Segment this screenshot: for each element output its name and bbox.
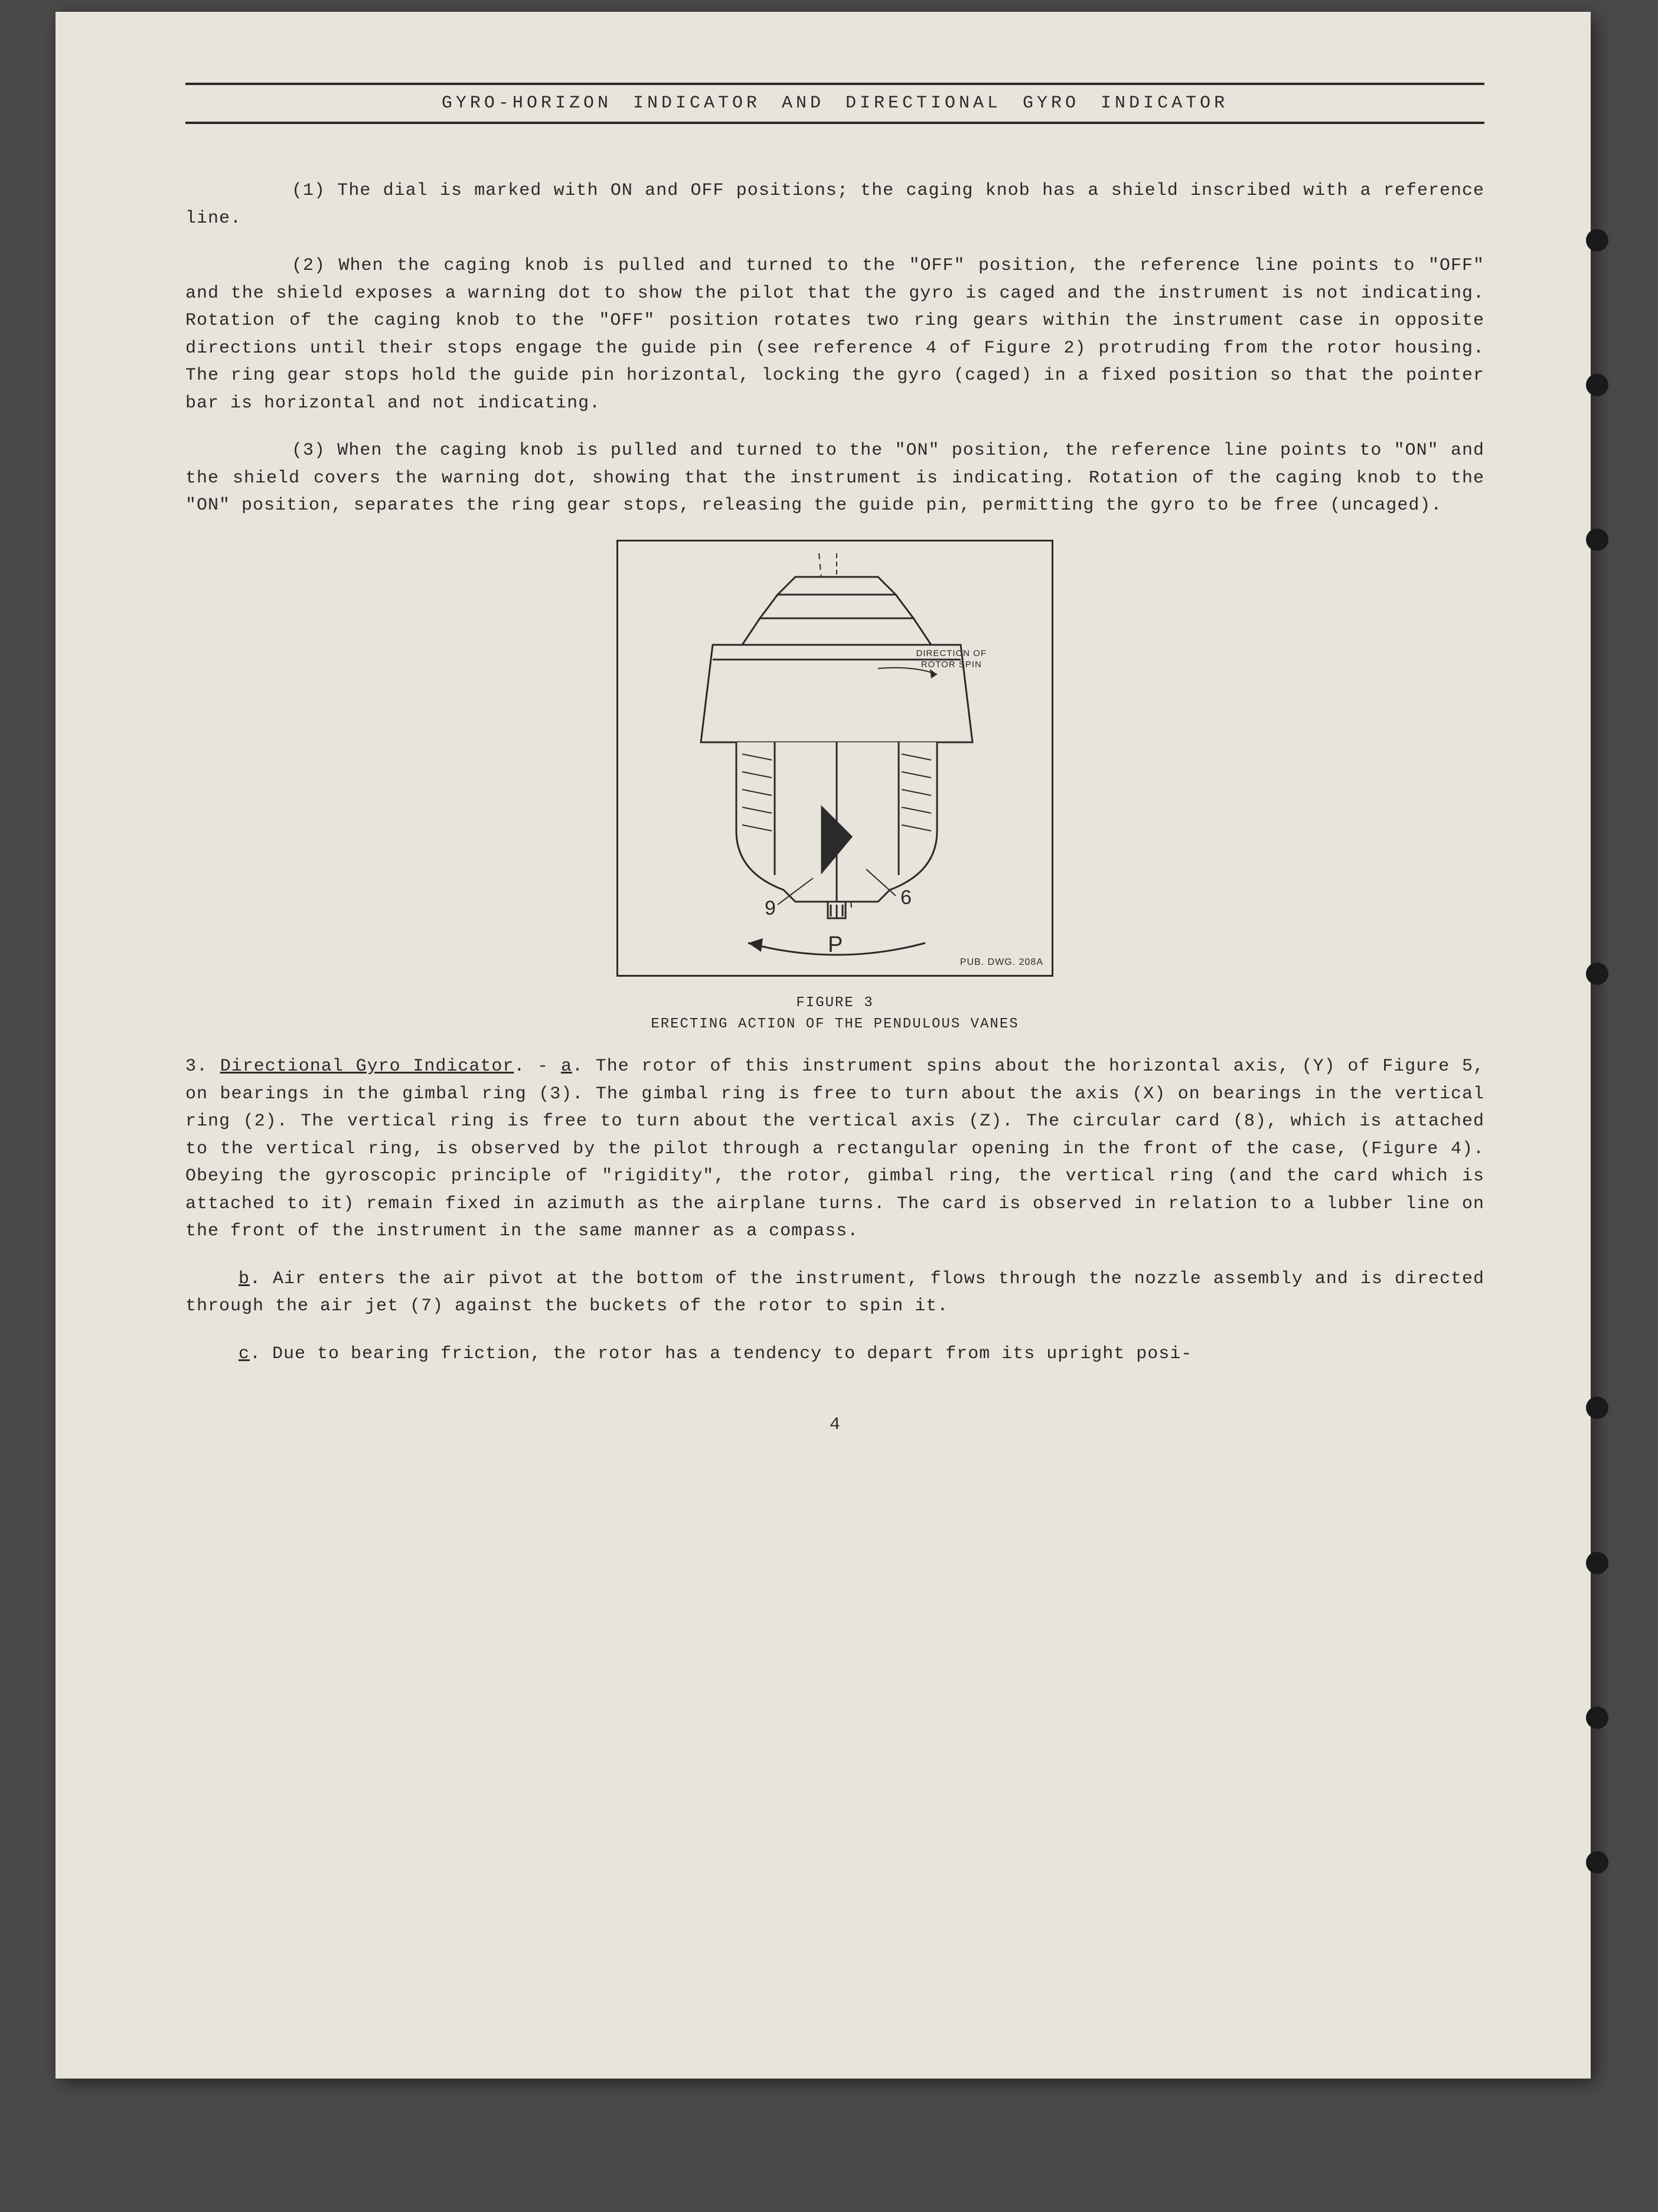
hole	[1586, 1397, 1608, 1419]
hole	[1586, 1552, 1608, 1574]
gyro-diagram-svg: 9 6 P	[618, 541, 1055, 978]
rotor-spin-label: DIRECTION OF ROTOR SPIN	[916, 648, 987, 671]
page-number: 4	[185, 1415, 1484, 1435]
header-rule-top	[185, 83, 1484, 85]
page-header-title: GYRO-HORIZON INDICATOR AND DIRECTIONAL G…	[185, 89, 1484, 118]
subsection-a: a	[561, 1056, 572, 1076]
publication-drawing-number: PUB. DWG. 208A	[960, 955, 1043, 970]
header-rule-bottom	[185, 122, 1484, 124]
callout-p: P	[828, 932, 843, 957]
section-sep: . -	[514, 1056, 561, 1076]
paragraph-3: (3) When the caging knob is pulled and t…	[185, 437, 1484, 520]
paragraph-6: c. Due to bearing friction, the rotor ha…	[185, 1340, 1484, 1368]
section-title: Directional Gyro Indicator	[220, 1056, 514, 1076]
figure-3-diagram: 9 6 P DIRECTION OF ROTOR SPIN PUB. DWG. …	[616, 540, 1053, 977]
paragraph-5: b. Air enters the air pivot at the botto…	[185, 1265, 1484, 1320]
callout-9: 9	[765, 897, 776, 919]
paragraph-text: . The rotor of this instrument spins abo…	[185, 1056, 1484, 1241]
subsection-c: c	[239, 1344, 250, 1364]
figure-number: FIGURE 3	[796, 995, 873, 1011]
callout-6: 6	[900, 886, 912, 909]
hole	[1586, 528, 1608, 551]
paragraph-2: (2) When the caging knob is pulled and t…	[185, 252, 1484, 417]
section-number: 3.	[185, 1056, 220, 1076]
rotor-label-line1: DIRECTION OF	[916, 648, 987, 658]
figure-caption: FIGURE 3 ERECTING ACTION OF THE PENDULOU…	[185, 993, 1484, 1035]
hole	[1586, 374, 1608, 396]
paragraph-4: 3. Directional Gyro Indicator. - a. The …	[185, 1053, 1484, 1245]
body-content: (1) The dial is marked with ON and OFF p…	[185, 177, 1484, 1368]
paragraph-1: (1) The dial is marked with ON and OFF p…	[185, 177, 1484, 232]
hole	[1586, 229, 1608, 252]
hole	[1586, 1851, 1608, 1874]
binding-holes	[1585, 12, 1608, 2079]
figure-title: ERECTING ACTION OF THE PENDULOUS VANES	[651, 1016, 1019, 1032]
figure-3-container: 9 6 P DIRECTION OF ROTOR SPIN PUB. DWG. …	[185, 540, 1484, 1036]
hole	[1586, 1707, 1608, 1729]
paragraph-text: (1) The dial is marked with ON and OFF p…	[185, 181, 1484, 229]
paragraph-text: (3) When the caging knob is pulled and t…	[185, 441, 1484, 516]
hole	[1586, 963, 1608, 985]
rotor-label-line2: ROTOR SPIN	[921, 660, 982, 670]
paragraph-text: . Air enters the air pivot at the bottom…	[185, 1269, 1484, 1317]
document-page: GYRO-HORIZON INDICATOR AND DIRECTIONAL G…	[56, 12, 1591, 2079]
paragraph-text: (2) When the caging knob is pulled and t…	[185, 256, 1484, 413]
subsection-b: b	[239, 1269, 250, 1289]
paragraph-text: . Due to bearing friction, the rotor has…	[250, 1344, 1192, 1364]
